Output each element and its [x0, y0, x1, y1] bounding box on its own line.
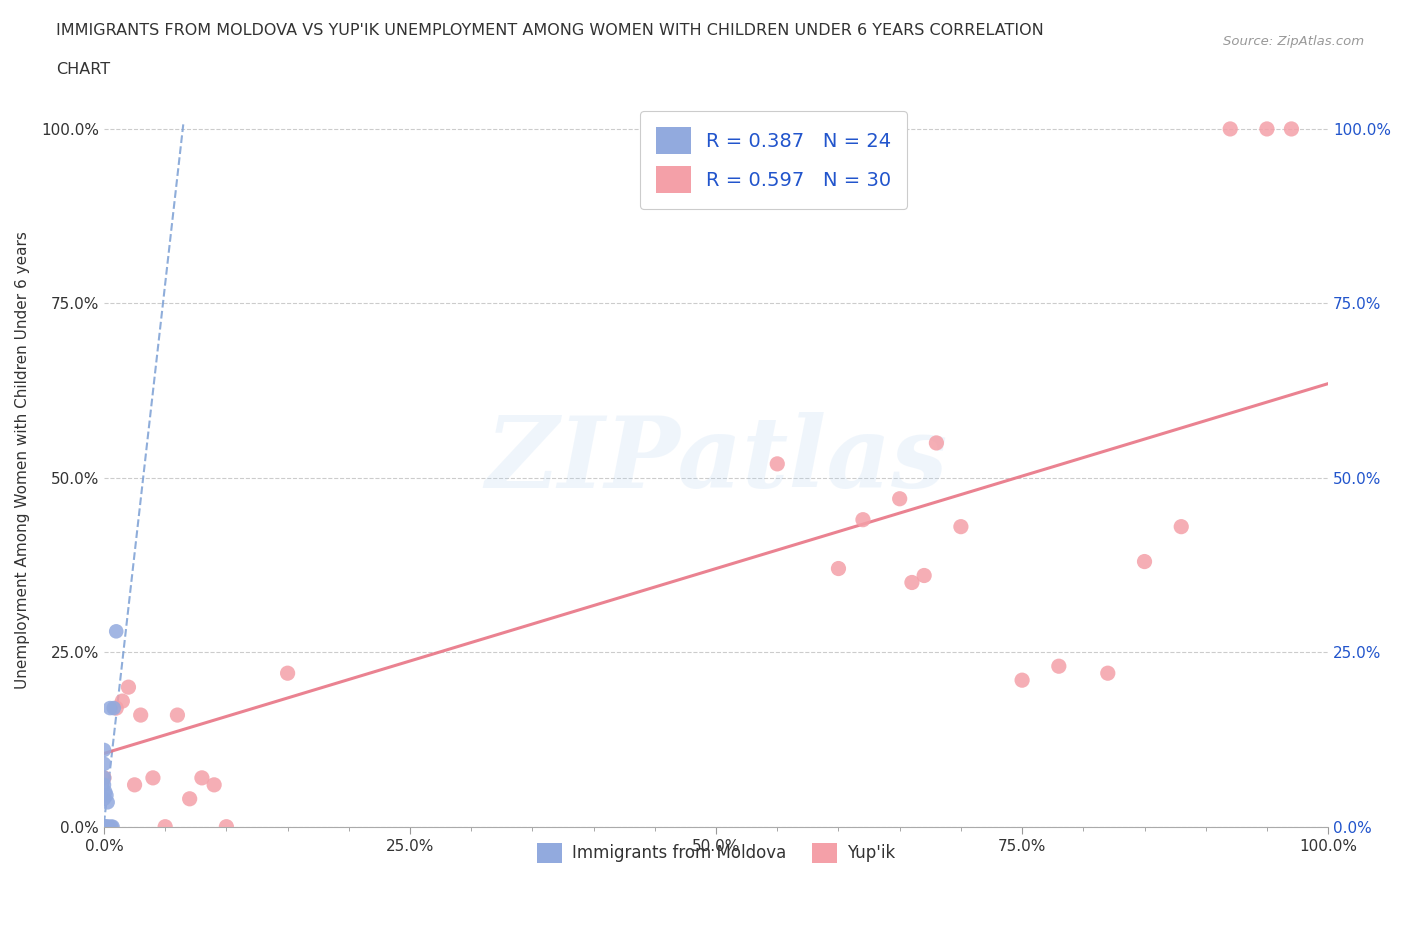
Point — [103, 700, 125, 715]
Point — [111, 694, 134, 709]
Point — [98, 700, 121, 715]
Point — [852, 512, 875, 527]
Point — [1281, 122, 1303, 137]
Point — [179, 791, 201, 806]
Point — [105, 700, 128, 715]
Point — [925, 435, 948, 450]
Point — [191, 770, 214, 785]
Point — [105, 624, 128, 639]
Point — [949, 519, 972, 534]
Point — [142, 770, 165, 785]
Point — [94, 784, 117, 799]
Point — [1047, 658, 1070, 673]
Point — [101, 819, 124, 834]
Y-axis label: Unemployment Among Women with Children Under 6 years: Unemployment Among Women with Children U… — [15, 232, 30, 689]
Point — [889, 491, 911, 506]
Text: Source: ZipAtlas.com: Source: ZipAtlas.com — [1223, 35, 1364, 48]
Point — [93, 819, 115, 834]
Point — [1170, 519, 1192, 534]
Text: ZIPatlas: ZIPatlas — [485, 412, 948, 509]
Point — [100, 819, 122, 834]
Point — [124, 777, 146, 792]
Point — [1256, 122, 1278, 137]
Point — [827, 561, 849, 576]
Point — [1011, 672, 1033, 687]
Point — [202, 777, 225, 792]
Legend: Immigrants from Moldova, Yup'ik: Immigrants from Moldova, Yup'ik — [530, 836, 901, 870]
Point — [1133, 554, 1156, 569]
Point — [97, 819, 120, 834]
Point — [93, 819, 115, 834]
Point — [153, 819, 176, 834]
Point — [277, 666, 299, 681]
Point — [93, 791, 115, 806]
Point — [93, 777, 115, 792]
Point — [901, 575, 924, 590]
Point — [93, 742, 115, 757]
Point — [93, 756, 115, 771]
Text: IMMIGRANTS FROM MOLDOVA VS YUP'IK UNEMPLOYMENT AMONG WOMEN WITH CHILDREN UNDER 6: IMMIGRANTS FROM MOLDOVA VS YUP'IK UNEMPL… — [56, 23, 1045, 38]
Point — [912, 568, 935, 583]
Point — [94, 819, 117, 834]
Point — [96, 788, 118, 803]
Point — [93, 770, 115, 785]
Point — [215, 819, 238, 834]
Point — [93, 819, 115, 834]
Point — [96, 819, 118, 834]
Point — [166, 708, 188, 723]
Text: CHART: CHART — [56, 62, 110, 77]
Point — [117, 680, 139, 695]
Point — [97, 795, 120, 810]
Point — [93, 819, 115, 834]
Point — [93, 819, 115, 834]
Point — [1097, 666, 1119, 681]
Point — [93, 819, 115, 834]
Point — [129, 708, 152, 723]
Point — [93, 770, 115, 785]
Point — [97, 819, 120, 834]
Point — [1219, 122, 1241, 137]
Point — [766, 457, 789, 472]
Point — [93, 819, 115, 834]
